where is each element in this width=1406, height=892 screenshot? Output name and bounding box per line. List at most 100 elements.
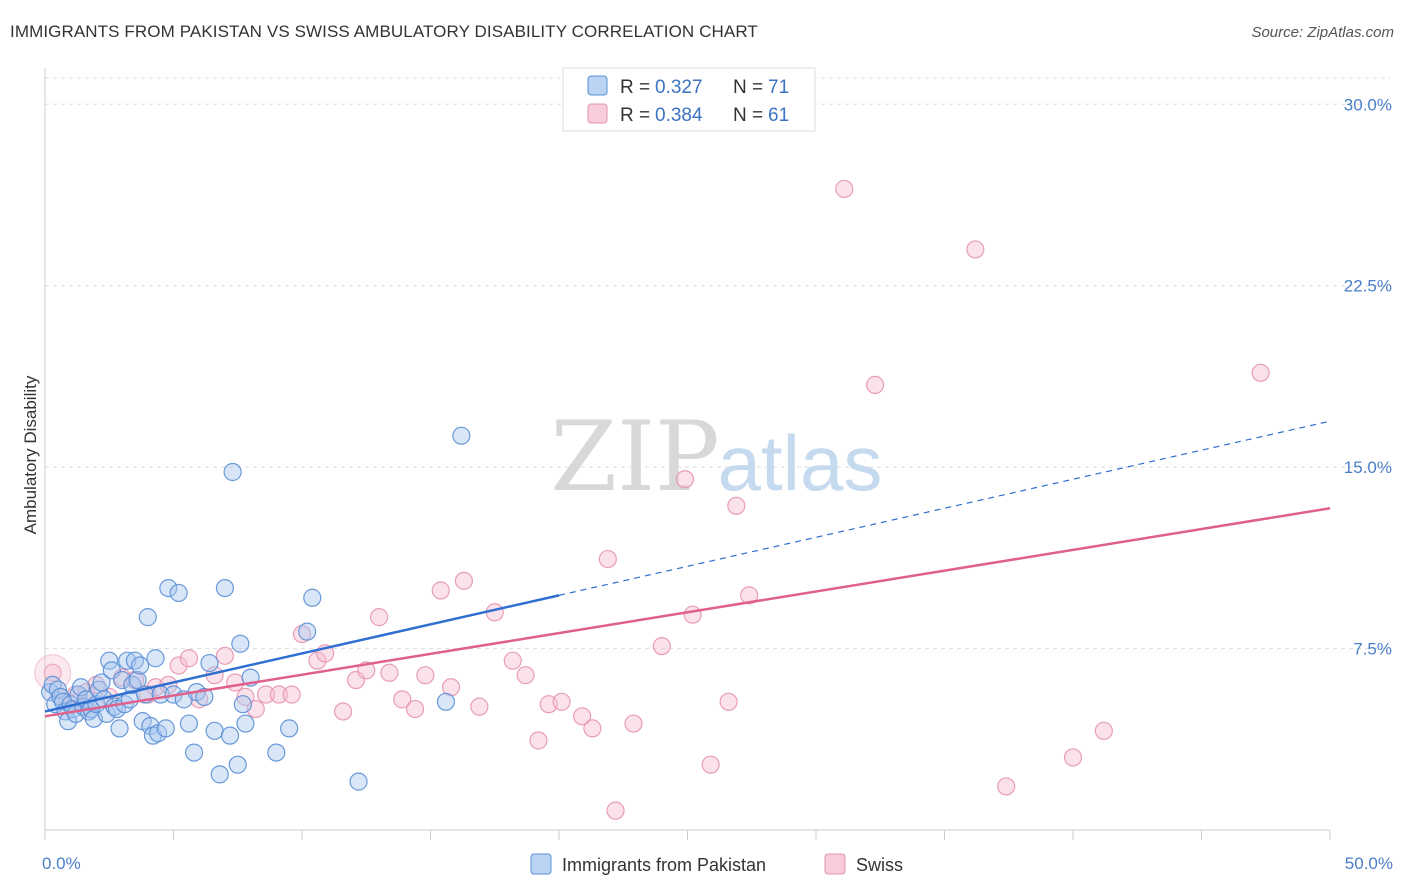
swiss-point [719,692,738,711]
swiss-point [675,470,695,489]
pakistan-point [223,462,242,482]
pakistan-point [436,692,456,711]
swiss-point [256,685,276,704]
swiss-point [226,673,245,692]
y-tick-label: 7.5% [1353,640,1392,659]
trend-line-swiss [44,507,1331,718]
y-tick-label: 15.0% [1344,458,1392,477]
swiss-point [740,586,759,605]
bottom-legend-label-pakistan: Immigrants from Pakistan [562,855,766,875]
swiss-point [966,240,985,259]
swiss-point [583,719,602,738]
trend-lines [44,420,1331,718]
pakistan-point [280,719,299,738]
swiss-point [552,692,571,711]
source-label: Source: ZipAtlas.com [1251,24,1394,41]
pakistan-point [128,670,147,690]
swiss-point [370,608,389,627]
swiss-point [683,605,702,624]
swiss-point [393,690,412,709]
y-axis-title: Ambulatory Disability [21,375,40,534]
pakistan-point [303,588,322,607]
swiss-point [405,699,425,719]
trend-line-pakistan [44,594,560,713]
swiss-point [624,714,643,733]
swiss-point [334,702,353,721]
swiss-point [727,496,746,515]
swiss-point [598,549,617,569]
bottom-legend: Immigrants from Pakistan Swiss [530,853,903,875]
pakistan-point [452,426,471,445]
swiss-point [997,777,1016,796]
swiss-point [470,697,489,716]
x-tick-labels: 0.0% 50.0% [42,854,1393,873]
swiss-point [701,755,720,774]
swiss-point [179,649,199,668]
swiss-point [215,646,234,665]
legend-r-value-pakistan: 0.327 [655,77,703,98]
pakistan-point [233,695,252,714]
pakistan-point [349,772,368,791]
pakistan-point [220,726,240,745]
series-pakistan [41,426,471,791]
gridlines [45,77,1390,650]
swiss-point [1094,721,1113,740]
swiss-point [308,651,327,670]
pakistan-point [71,678,91,697]
watermark-atlas: atlas [718,419,883,507]
pakistan-point [205,721,224,740]
swiss-point [380,663,399,682]
swiss-point [606,801,625,820]
pakistan-point [125,651,145,670]
pakistan-point [169,583,188,603]
swiss-point [431,581,450,600]
swiss-point [652,637,671,656]
swiss-point [169,656,188,675]
swiss-point [866,375,885,394]
pakistan-point [156,719,175,738]
swiss-point [1251,363,1270,382]
pakistan-point [298,622,317,641]
y-tick-labels: 7.5% 15.0% 22.5% 30.0% [1344,95,1392,658]
swiss-point [573,707,592,726]
legend-n-value-swiss: 61 [768,105,789,126]
legend-n-value-pakistan: 71 [768,77,789,98]
pakistan-point [267,743,286,762]
pakistan-point [130,656,150,675]
legend-r-label-pakistan: R = [620,77,650,98]
bottom-legend-swatch-swiss [824,853,846,875]
y-tick-label: 30.0% [1344,95,1392,114]
swiss-point [282,685,301,704]
x-tick-label-max: 50.0% [1345,854,1393,873]
pakistan-point [112,670,132,690]
swiss-point [236,687,255,707]
y-tick-label: 22.5% [1344,277,1392,296]
swiss-point [1063,748,1083,767]
legend-n-label-pakistan: N = [733,77,763,98]
pakistan-point [231,634,250,653]
pakistan-point [146,649,165,668]
pakistan-point [48,680,67,699]
swiss-point [516,666,535,685]
pakistan-point [159,578,178,598]
pakistan-point [123,675,142,694]
x-tick-label-min: 0.0% [42,854,81,873]
pakistan-point [110,719,129,738]
legend-swatch-pakistan [587,75,608,96]
pakistan-point [215,578,234,598]
pakistan-point [236,714,255,733]
pakistan-point [184,743,204,762]
watermark-zip: ZIP [550,401,719,513]
pakistan-point [210,765,229,784]
top-legend: R = 0.327 N = 71 R = 0.384 N = 61 [562,67,816,132]
swiss-point [529,731,548,750]
chart-title: IMMIGRANTS FROM PAKISTAN VS SWISS AMBULA… [10,22,758,41]
swiss-point [269,685,288,704]
pakistan-point [200,653,219,673]
swiss-point [503,651,522,670]
watermark: ZIP atlas [550,401,882,513]
bottom-legend-swatch-pakistan [530,853,552,875]
pakistan-point [138,608,157,627]
legend-r-label-swiss: R = [620,105,650,126]
